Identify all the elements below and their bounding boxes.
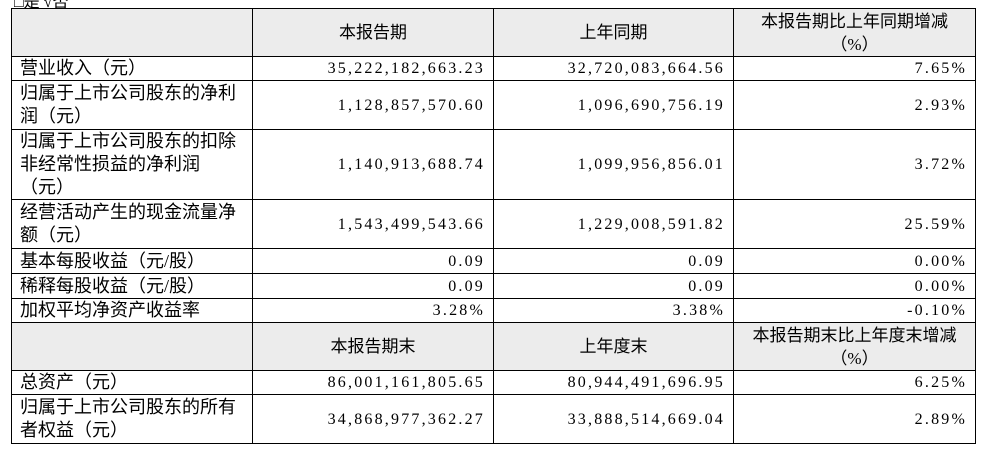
data-row: 营业收入（元） 35,222,182,663.23 32,720,083,664.5… — [11, 56, 976, 81]
data-row: 稀释每股收益（元/股） 0.09 0.09 0.00% — [11, 273, 976, 299]
value-cell: 1,140,913,688.74 — [252, 129, 494, 200]
value-cell: 2.93% — [733, 80, 976, 130]
row-label: 加权平均净资产收益率 — [11, 298, 253, 323]
value-cell: 80,944,491,696.95 — [493, 370, 734, 395]
value-cell: 1,128,857,570.60 — [252, 80, 494, 130]
data-row: 归属于上市公司股东的扣除非经常性损益的净利润（元） 1,140,913,688.7… — [11, 129, 976, 200]
header-cell — [11, 8, 253, 57]
data-row: 经营活动产生的现金流量净额（元） 1,543,499,543.66 1,229,00… — [11, 199, 976, 249]
top-note: □是 √否 — [14, 0, 69, 11]
value-cell: 1,229,008,591.82 — [493, 199, 734, 249]
header-cell — [11, 322, 253, 371]
header-cell: 上年同期 — [493, 8, 734, 57]
row-label: 归属于上市公司股东的所有者权益（元） — [11, 394, 253, 444]
header-cell: 本报告期末比上年度末增减 （%） — [733, 322, 976, 371]
value-cell: 1,099,956,856.01 — [493, 129, 734, 200]
value-cell: 0.09 — [252, 273, 494, 299]
data-row: 总资产（元） 86,001,161,805.65 80,944,491,696.95… — [11, 370, 976, 395]
value-cell: 3.72% — [733, 129, 976, 200]
value-cell: 1,543,499,543.66 — [252, 199, 494, 249]
value-cell: 34,868,977,362.27 — [252, 394, 494, 444]
header-row: 本报告期末 上年度末 本报告期末比上年度末增减 （%） — [11, 322, 976, 371]
financial-table: 本报告期 上年同期 本报告期比上年同期增减 （%） 营业收入（元） 35,222,182… — [11, 8, 976, 444]
value-cell: 2.89% — [733, 394, 976, 444]
row-label: 稀释每股收益（元/股） — [11, 273, 253, 299]
header-cell: 上年度末 — [493, 322, 734, 371]
value-cell: 25.59% — [733, 199, 976, 249]
value-cell: 7.65% — [733, 56, 976, 81]
value-cell: 0.09 — [252, 248, 494, 274]
row-label: 归属于上市公司股东的扣除非经常性损益的净利润（元） — [11, 129, 253, 200]
row-label: 基本每股收益（元/股） — [11, 248, 253, 274]
value-cell: 0.00% — [733, 273, 976, 299]
value-cell: 3.28% — [252, 298, 494, 323]
header-cell: 本报告期比上年同期增减 （%） — [733, 8, 976, 57]
value-cell: 86,001,161,805.65 — [252, 370, 494, 395]
value-cell: -0.10% — [733, 298, 976, 323]
header-row: 本报告期 上年同期 本报告期比上年同期增减 （%） — [11, 8, 976, 57]
value-cell: 35,222,182,663.23 — [252, 56, 494, 81]
row-label: 营业收入（元） — [11, 56, 253, 81]
data-row: 归属于上市公司股东的净利润（元） 1,128,857,570.60 1,096,69… — [11, 80, 976, 130]
value-cell: 32,720,083,664.56 — [493, 56, 734, 81]
value-cell: 1,096,690,756.19 — [493, 80, 734, 130]
value-cell: 0.00% — [733, 248, 976, 274]
row-label: 经营活动产生的现金流量净额（元） — [11, 199, 253, 249]
row-label: 总资产（元） — [11, 370, 253, 395]
value-cell: 6.25% — [733, 370, 976, 395]
table-body: 本报告期 上年同期 本报告期比上年同期增减 （%） 营业收入（元） 35,222,182… — [11, 8, 976, 444]
header-cell: 本报告期 — [252, 8, 494, 57]
data-row: 归属于上市公司股东的所有者权益（元） 34,868,977,362.27 33,88… — [11, 394, 976, 444]
value-cell: 33,888,514,669.04 — [493, 394, 734, 444]
data-row: 基本每股收益（元/股） 0.09 0.09 0.00% — [11, 248, 976, 274]
header-cell: 本报告期末 — [252, 322, 494, 371]
value-cell: 0.09 — [493, 273, 734, 299]
row-label: 归属于上市公司股东的净利润（元） — [11, 80, 253, 130]
value-cell: 3.38% — [493, 298, 734, 323]
value-cell: 0.09 — [493, 248, 734, 274]
data-row: 加权平均净资产收益率 3.28% 3.38% -0.10% — [11, 298, 976, 323]
